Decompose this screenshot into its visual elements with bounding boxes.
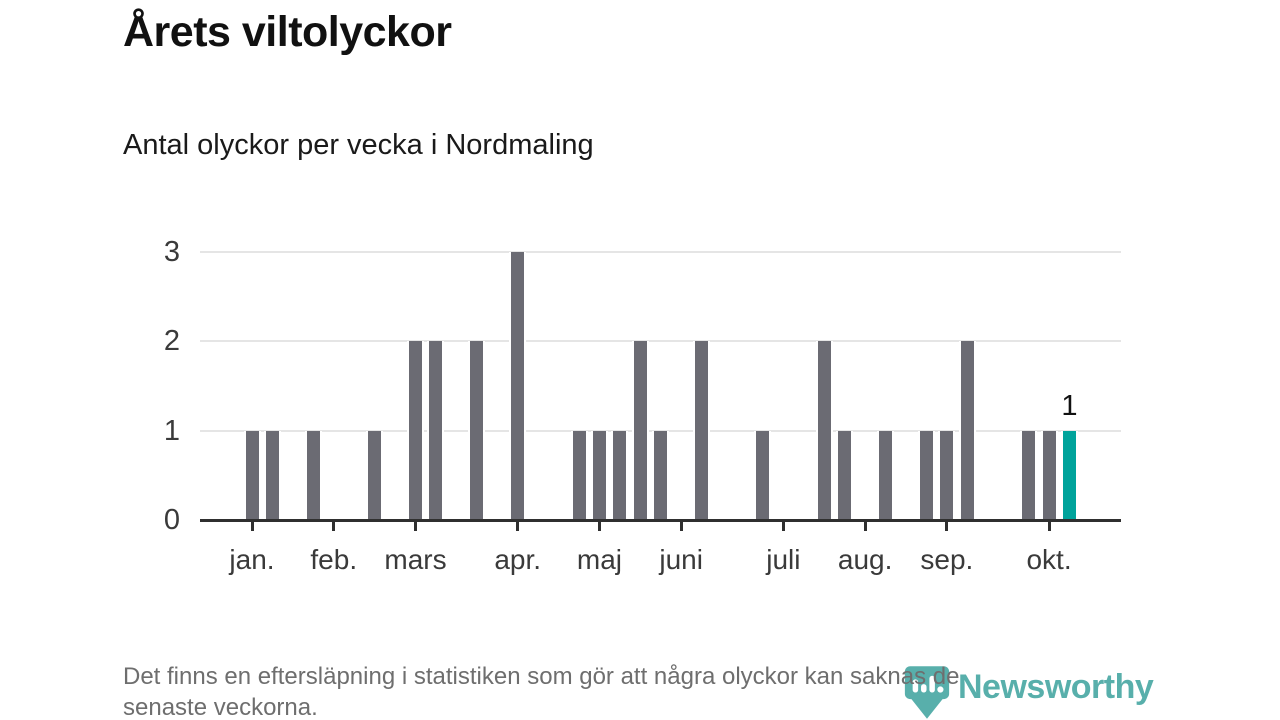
bar-week-18 <box>590 430 608 520</box>
y-axis-label-1: 1 <box>163 414 180 447</box>
footer-note: Det finns en eftersläpning i statistiken… <box>123 663 960 720</box>
x-axis-tick-apr <box>516 522 520 531</box>
bar-week-29 <box>815 341 833 520</box>
y-axis-label-3: 3 <box>163 236 180 268</box>
page-title: Årets viltolyckor <box>123 8 452 56</box>
gridline-2 <box>200 340 1121 343</box>
x-axis-tick-sep <box>945 522 949 531</box>
x-axis-month-label-maj: maj <box>576 544 622 575</box>
bar-week-12 <box>468 341 486 520</box>
bar-week-21 <box>652 430 670 520</box>
bar-week-41-highlight <box>1061 430 1078 520</box>
x-axis-month-label-jan: jan. <box>229 544 275 575</box>
x-axis-tick-jan <box>250 522 254 531</box>
x-axis-month-label-sep: sep. <box>920 544 974 575</box>
bar-week-14 <box>509 252 527 520</box>
x-axis-month-label-aug: aug. <box>837 544 893 575</box>
bar-week-30 <box>836 430 854 520</box>
bar-week-35 <box>938 430 956 520</box>
bar-week-2 <box>263 430 281 520</box>
x-axis-month-label-juni: juni <box>659 544 703 575</box>
x-axis-line <box>200 519 1121 522</box>
bar-week-40 <box>1040 430 1058 520</box>
bar-week-9 <box>407 341 424 520</box>
chart-subtitle: Antal olyckor per vecka i Nordmaling <box>123 129 594 161</box>
x-axis-tick-juni <box>679 522 683 531</box>
highlight-value-label: 1 <box>1061 389 1078 422</box>
x-axis-tick-juli <box>781 522 785 531</box>
x-axis-tick-maj <box>597 522 601 531</box>
bar-week-32 <box>877 430 895 520</box>
gridline-3 <box>200 251 1121 253</box>
bar-week-23 <box>693 341 711 520</box>
x-axis-month-label-okt: okt. <box>1026 544 1072 575</box>
x-axis-tick-mars <box>414 522 417 531</box>
x-axis-month-label-feb: feb. <box>310 544 358 575</box>
bar-week-4 <box>304 430 322 520</box>
x-axis-tick-aug <box>863 522 867 531</box>
newsworthy-logo: Newsworthy <box>903 665 1154 720</box>
bar-week-20 <box>631 341 649 520</box>
x-axis-tick-feb <box>332 522 336 531</box>
bar-week-19 <box>611 430 629 520</box>
bar-week-36 <box>958 341 976 520</box>
y-axis-label-2: 2 <box>163 325 180 358</box>
bar-week-26 <box>754 430 772 520</box>
bar-week-17 <box>570 430 588 520</box>
bar-week-10 <box>427 341 445 520</box>
bar-week-34 <box>917 430 935 520</box>
x-axis-month-label-apr: apr. <box>494 544 542 575</box>
x-axis-tick-okt <box>1047 522 1051 531</box>
y-axis-label-0: 0 <box>163 504 180 536</box>
bar-week-7 <box>366 430 384 520</box>
x-axis-month-label-juli: juli <box>766 544 801 575</box>
newsworthy-pennant-icon <box>904 666 950 719</box>
bar-week-39 <box>1020 430 1038 520</box>
x-axis-month-label-mars: mars <box>384 544 447 575</box>
newsworthy-wordmark: Newsworthy <box>958 668 1154 706</box>
bar-week-1 <box>243 430 261 520</box>
